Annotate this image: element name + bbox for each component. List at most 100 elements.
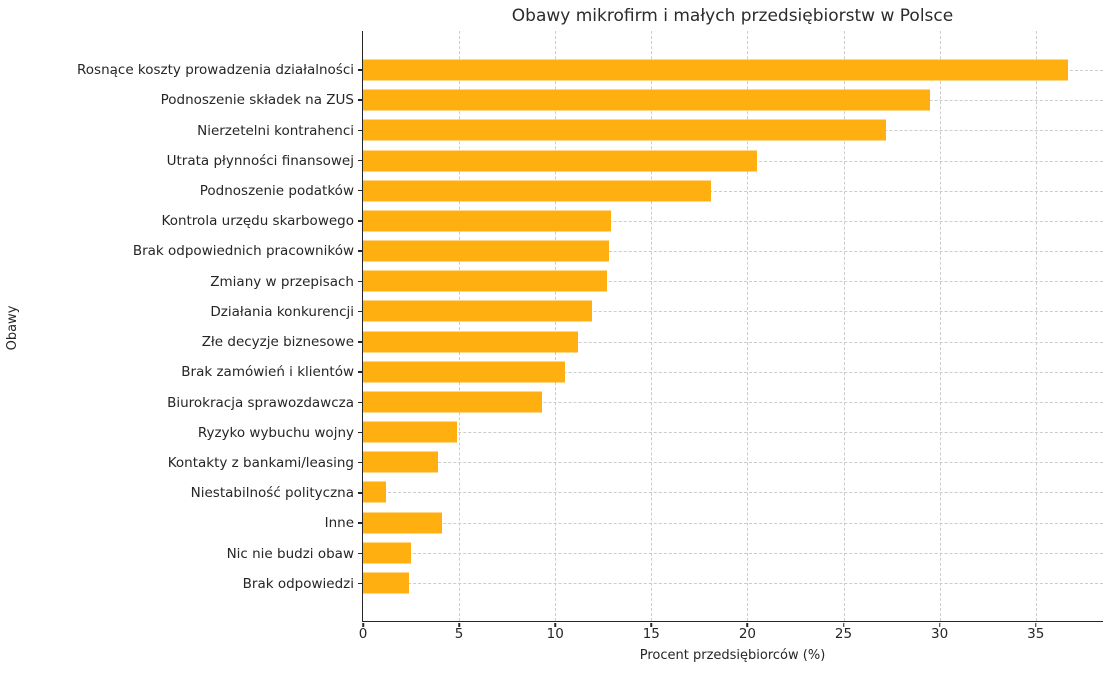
- x-tick-label: 10: [546, 626, 564, 642]
- category-label: Brak odpowiedzi: [242, 575, 354, 592]
- x-tick-label: 30: [931, 626, 949, 642]
- category-label-row: Brak odpowiednich pracowników: [0, 236, 363, 266]
- plot-area: 0 5 10 15 20 25 30 35: [359, 31, 1103, 642]
- category-label: Niestabilność polityczna: [190, 485, 354, 502]
- bar-row: [363, 296, 1103, 326]
- category-label-row: Inne: [0, 508, 363, 538]
- y-tick-mark: [358, 431, 363, 434]
- y-tick-mark: [358, 129, 363, 132]
- bar-row: [363, 538, 1103, 568]
- bar: [363, 180, 711, 202]
- bar-row: [363, 115, 1103, 145]
- bar: [363, 512, 442, 534]
- x-tick-mark: [938, 623, 941, 627]
- category-label: Kontrola urzędu skarbowego: [161, 213, 354, 230]
- y-tick-mark: [358, 492, 363, 494]
- x-tick-label: 5: [454, 626, 464, 642]
- y-tick-mark: [358, 189, 363, 192]
- x-tick-mark: [650, 623, 653, 627]
- x-gridline: [939, 31, 941, 621]
- y-tick-mark: [358, 220, 363, 222]
- x-tick-mark: [362, 623, 364, 627]
- category-label: Podnoszenie podatków: [199, 182, 354, 199]
- category-label-row: Biurokracja sprawozdawcza: [0, 387, 363, 417]
- x-tick-mark: [746, 623, 749, 627]
- y-tick-mark: [358, 522, 363, 524]
- y-gridline: [363, 190, 1103, 192]
- bar-row: [363, 417, 1103, 447]
- category-label: Nierzetelni kontrahenci: [197, 122, 354, 139]
- category-label: Nic nie budzi obaw: [226, 545, 354, 562]
- category-label-row: Nic nie budzi obaw: [0, 539, 363, 569]
- category-label: Zmiany w przepisach: [210, 273, 354, 290]
- y-gridline: [363, 281, 1103, 283]
- y-tick-mark: [358, 401, 363, 404]
- y-tick-mark: [358, 280, 363, 283]
- y-axis-category-labels: Rosnące koszty prowadzenia działalności P…: [0, 55, 363, 599]
- y-gridline: [363, 371, 1103, 373]
- y-gridline: [363, 401, 1103, 403]
- bar-row: [363, 85, 1103, 115]
- category-label-row: Niestabilność polityczna: [0, 478, 363, 508]
- category-label: Brak zamówień i klientów: [181, 364, 354, 381]
- y-tick-mark: [358, 552, 363, 555]
- bar: [363, 89, 930, 111]
- bar-row: [363, 477, 1103, 507]
- category-label-row: Brak odpowiedzi: [0, 569, 363, 599]
- bar-row: [363, 357, 1103, 387]
- bar-row: [363, 508, 1103, 538]
- x-tick-label: 0: [358, 626, 368, 642]
- category-label: Brak odpowiednich pracowników: [132, 243, 354, 260]
- x-gridline: [555, 31, 557, 621]
- y-tick-mark: [358, 371, 363, 373]
- bar-row: [363, 236, 1103, 266]
- bar: [363, 391, 542, 413]
- category-label-row: Brak zamówień i klientów: [0, 357, 363, 387]
- bar: [363, 210, 611, 232]
- x-tick-label: 35: [1027, 626, 1045, 642]
- x-gridline: [651, 31, 653, 621]
- category-label-row: Ryzyko wybuchu wojny: [0, 418, 363, 448]
- x-tick-mark: [554, 623, 556, 627]
- y-gridline: [363, 220, 1103, 222]
- bar: [363, 150, 758, 172]
- y-tick-mark: [358, 159, 363, 162]
- x-tick-mark: [458, 623, 460, 627]
- category-label: Podnoszenie składek na ZUS: [160, 92, 354, 109]
- x-gridline: [843, 31, 845, 621]
- category-label: Utrata płynności finansowej: [166, 152, 354, 169]
- bar-row: [363, 206, 1103, 236]
- y-gridline: [363, 492, 1103, 494]
- category-label: Rosnące koszty prowadzenia działalności: [77, 62, 354, 79]
- category-label-row: Rosnące koszty prowadzenia działalności: [0, 55, 363, 85]
- category-label-row: Kontakty z bankami/leasing: [0, 448, 363, 478]
- y-tick-mark: [358, 69, 363, 71]
- bar: [363, 270, 608, 292]
- bar-row: [363, 568, 1103, 598]
- bar: [363, 331, 579, 353]
- x-tick-label: 20: [738, 626, 756, 642]
- y-gridline: [363, 552, 1103, 554]
- bar: [363, 451, 438, 473]
- bar: [363, 421, 458, 443]
- y-gridline: [363, 432, 1103, 434]
- y-tick-mark: [358, 99, 363, 101]
- y-gridline: [363, 341, 1103, 343]
- chart-title: Obawy mikrofirm i małych przedsiębiorstw…: [511, 6, 954, 26]
- category-label-row: Złe decyzje biznesowe: [0, 327, 363, 357]
- category-label: Kontakty z bankami/leasing: [167, 454, 354, 471]
- x-tick-label: 25: [834, 626, 853, 642]
- x-gridline: [747, 31, 749, 621]
- category-label: Złe decyzje biznesowe: [201, 334, 354, 351]
- y-tick-mark: [358, 582, 363, 585]
- bar-row: [363, 176, 1103, 206]
- category-label: Biurokracja sprawozdawcza: [167, 394, 354, 411]
- category-label: Inne: [324, 515, 354, 532]
- y-gridline: [363, 251, 1103, 253]
- y-tick-mark: [358, 461, 363, 464]
- x-axis-label: Procent przedsiębiorców (%): [639, 648, 826, 663]
- category-label-row: Działania konkurencji: [0, 297, 363, 327]
- y-gridline: [363, 522, 1103, 524]
- bar: [363, 572, 410, 594]
